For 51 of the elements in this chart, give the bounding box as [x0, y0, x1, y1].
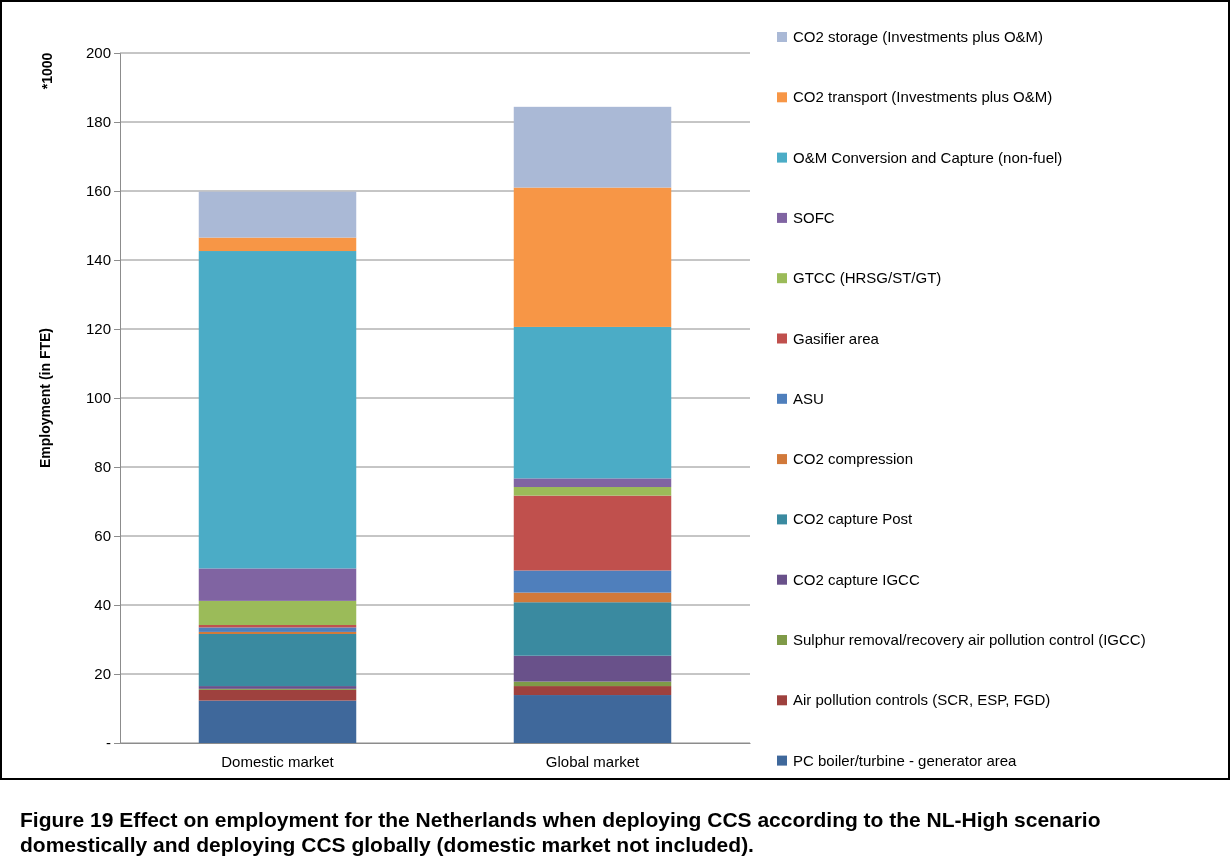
bar: [198, 631, 357, 634]
bar: [198, 700, 357, 743]
bar: [513, 655, 672, 682]
legend-label: Air pollution controls (SCR, ESP, FGD): [793, 691, 1051, 709]
bar: [513, 106, 672, 188]
bar: [513, 487, 672, 496]
y-tick-label: 100: [85, 389, 111, 407]
bar: [513, 570, 672, 593]
y-tick-label: 20: [94, 665, 111, 683]
caption: Figure 19 Effect on employment for the Netherlands when deploying CCS according to the NL-High scenario domestically and deploying CCS globally (domestic market not included).: [20, 808, 1101, 856]
bar: [513, 326, 672, 479]
legend-label: CO2 compression: [793, 450, 914, 468]
bar: [513, 592, 672, 603]
legend-label: PC boiler/turbine - generator area: [793, 751, 1018, 769]
legend-label: CO2 capture IGCC: [793, 570, 920, 588]
legend-label: ASU: [793, 389, 824, 407]
y-tick-label: 80: [94, 458, 111, 476]
y-tick-label: 40: [94, 596, 111, 614]
x-tick-label: Domestic market: [221, 753, 335, 770]
bar: [198, 251, 357, 569]
y-tick-label: 160: [85, 182, 111, 200]
bar: [513, 495, 672, 571]
y-tick-label: 180: [85, 113, 111, 131]
bar: [198, 689, 357, 701]
bar: [198, 600, 357, 626]
x-tick-label: Global market: [545, 753, 641, 770]
bar: [198, 633, 357, 687]
legend-label: GTCC (HRSG/ST/GT): [793, 269, 942, 287]
y-tick-label: 140: [85, 251, 111, 269]
legend-label: Sulphur removal/recovery air pollution control (IGCC): [793, 631, 1146, 648]
y-axis-title: Employment (in FTE): [37, 328, 53, 468]
y-tick-label: -: [106, 734, 111, 752]
y-tick-label: 60: [94, 527, 111, 545]
bar: [198, 237, 357, 252]
legend-label: CO2 storage (Investments plus O&M): [793, 28, 1044, 45]
legend-label: SOFC: [793, 208, 835, 226]
bar: [513, 686, 672, 696]
legend-label: CO2 transport (Investments plus O&M): [793, 88, 1053, 106]
bar: [513, 695, 672, 743]
bar: [198, 568, 357, 601]
bar: [198, 627, 357, 632]
bar: [513, 187, 672, 327]
legend-label: Gasifier area: [793, 329, 880, 347]
y-tick-label: 200: [85, 44, 111, 62]
legend-label: CO2 capture Post: [793, 510, 914, 528]
y-tick-label: 120: [85, 320, 111, 338]
legend-label: O&M Conversion and Capture (non-fuel): [793, 148, 1063, 166]
bar: [513, 602, 672, 656]
bar: [513, 478, 672, 488]
bar: [198, 191, 357, 238]
text: *1000: [39, 52, 55, 90]
